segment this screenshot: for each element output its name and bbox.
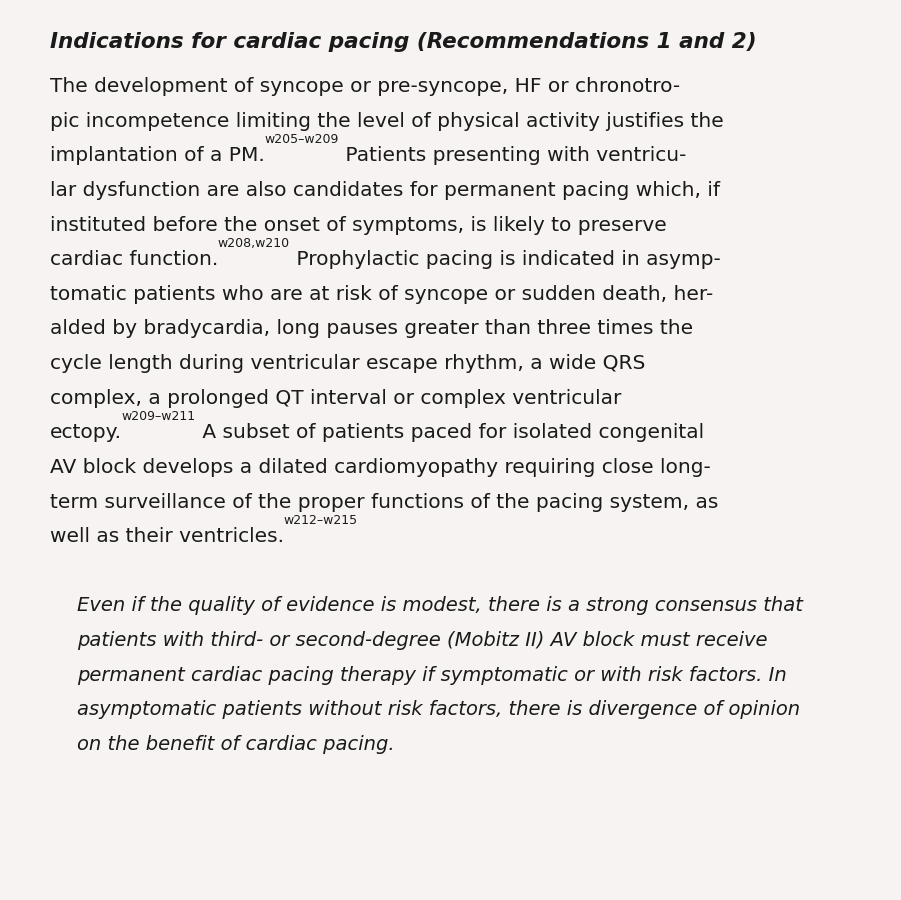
Text: AV block develops a dilated cardiomyopathy requiring close long-: AV block develops a dilated cardiomyopat… xyxy=(50,458,710,477)
Text: w205–w209: w205–w209 xyxy=(264,133,339,146)
Text: Prophylactic pacing is indicated in asymp-: Prophylactic pacing is indicated in asym… xyxy=(290,250,721,269)
Text: asymptomatic patients without risk factors, there is divergence of opinion: asymptomatic patients without risk facto… xyxy=(77,700,800,719)
Text: term surveillance of the proper functions of the pacing system, as: term surveillance of the proper function… xyxy=(50,493,718,512)
Text: instituted before the onset of symptoms, is likely to preserve: instituted before the onset of symptoms,… xyxy=(50,216,667,235)
Text: Even if the quality of evidence is modest, there is a strong consensus that: Even if the quality of evidence is modes… xyxy=(77,597,803,616)
Text: tomatic patients who are at risk of syncope or sudden death, her-: tomatic patients who are at risk of sync… xyxy=(50,284,713,304)
Text: ectopy.: ectopy. xyxy=(50,424,122,443)
Text: implantation of a PM.: implantation of a PM. xyxy=(50,146,264,166)
Text: w209–w211: w209–w211 xyxy=(122,410,196,423)
Text: w212–w215: w212–w215 xyxy=(284,514,358,527)
Text: on the benefit of cardiac pacing.: on the benefit of cardiac pacing. xyxy=(77,734,395,754)
Text: permanent cardiac pacing therapy if symptomatic or with risk factors. In: permanent cardiac pacing therapy if symp… xyxy=(77,666,787,685)
Text: The development of syncope or pre-syncope, HF or chronotro-: The development of syncope or pre-syncop… xyxy=(50,77,679,96)
Text: well as their ventricles.: well as their ventricles. xyxy=(50,527,284,546)
Text: A subset of patients paced for isolated congenital: A subset of patients paced for isolated … xyxy=(196,424,704,443)
Text: pic incompetence limiting the level of physical activity justifies the: pic incompetence limiting the level of p… xyxy=(50,112,724,130)
Text: Indications for cardiac pacing (Recommendations 1 and 2): Indications for cardiac pacing (Recommen… xyxy=(50,32,756,51)
Text: cardiac function.: cardiac function. xyxy=(50,250,218,269)
Text: cycle length during ventricular escape rhythm, a wide QRS: cycle length during ventricular escape r… xyxy=(50,354,645,373)
Text: Patients presenting with ventricu-: Patients presenting with ventricu- xyxy=(339,146,686,166)
Text: patients with third- or second-degree (Mobitz II) AV block must receive: patients with third- or second-degree (M… xyxy=(77,631,767,650)
Text: lar dysfunction are also candidates for permanent pacing which, if: lar dysfunction are also candidates for … xyxy=(50,181,720,200)
Text: alded by bradycardia, long pauses greater than three times the: alded by bradycardia, long pauses greate… xyxy=(50,320,693,338)
Text: w208,w210: w208,w210 xyxy=(218,237,290,250)
Text: complex, a prolonged QT interval or complex ventricular: complex, a prolonged QT interval or comp… xyxy=(50,389,621,408)
